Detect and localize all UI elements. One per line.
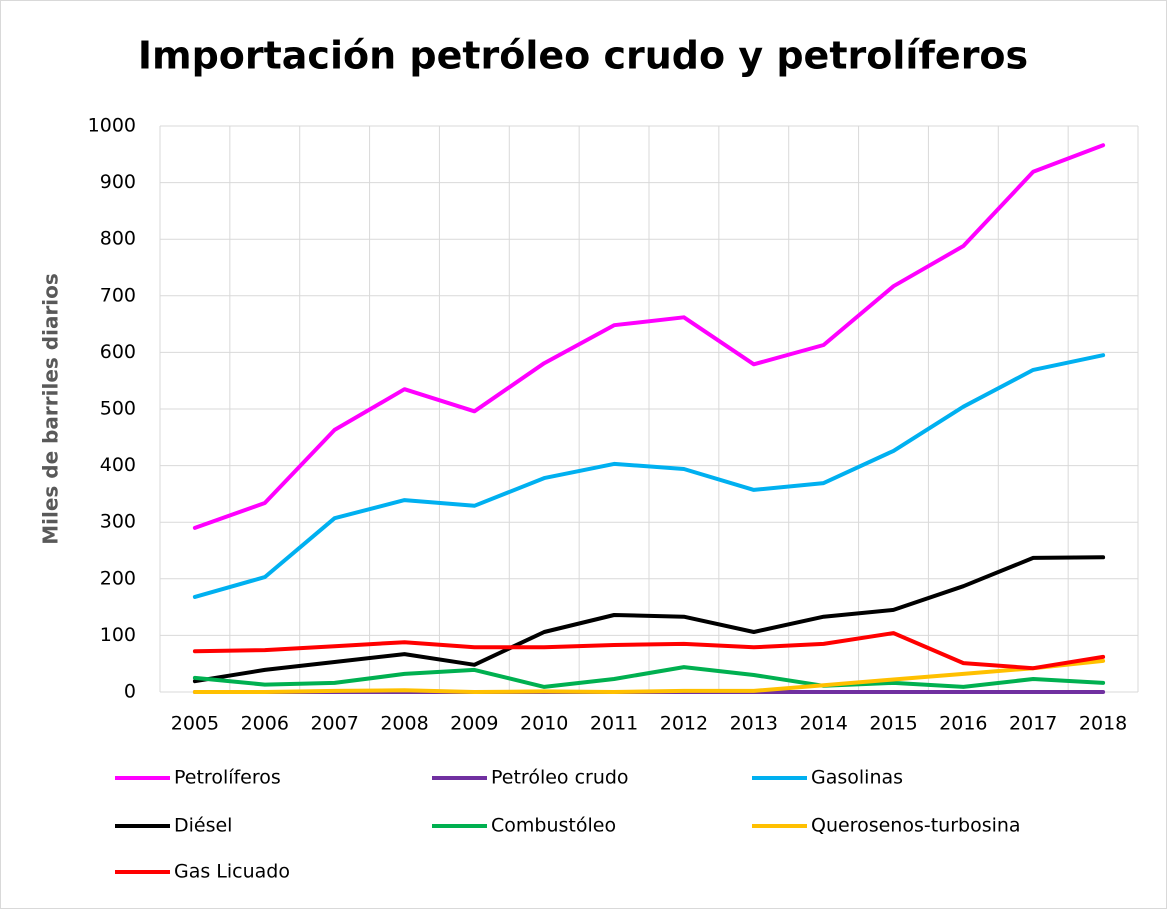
x-tick-label: 2017 (1009, 713, 1057, 735)
y-tick-label: 300 (100, 511, 136, 533)
series-line (192, 658, 1106, 694)
x-tick-label: 2013 (730, 713, 778, 735)
series-line (192, 555, 1106, 684)
series-line (192, 665, 1106, 689)
y-tick-label: 900 (100, 171, 136, 193)
legend-label: Petrolíferos (174, 767, 281, 789)
y-tick-label: 800 (100, 228, 136, 250)
x-tick-label: 2011 (590, 713, 638, 735)
series-line (192, 143, 1106, 530)
x-tick-label: 2018 (1079, 713, 1127, 735)
chart-title: Importación petróleo crudo y petrolífero… (138, 34, 1028, 78)
y-tick-label: 400 (100, 454, 136, 476)
x-tick-label: 2015 (869, 713, 917, 735)
legend-label: Gasolinas (811, 767, 903, 789)
legend-label: Petróleo crudo (491, 767, 629, 789)
x-tick-label: 2009 (450, 713, 498, 735)
legend-label: Gas Licuado (174, 861, 290, 883)
series-line (192, 353, 1106, 599)
x-tick-label: 2005 (171, 713, 219, 735)
x-tick-label: 2012 (660, 713, 708, 735)
y-axis-label: Miles de barriles diarios (39, 273, 63, 545)
y-tick-label: 0 (124, 681, 136, 703)
series-line (192, 631, 1106, 671)
x-tick-label: 2007 (310, 713, 358, 735)
y-tick-label: 100 (100, 624, 136, 646)
x-tick-label: 2016 (939, 713, 987, 735)
x-tick-label: 2008 (380, 713, 428, 735)
x-tick-label: 2014 (799, 713, 847, 735)
x-tick-label: 2010 (520, 713, 568, 735)
y-tick-label: 600 (100, 341, 136, 363)
y-tick-label: 1000 (88, 115, 136, 137)
legend-label: Combustóleo (491, 815, 616, 837)
x-tick-label: 2006 (241, 713, 289, 735)
legend-label: Diésel (174, 815, 232, 837)
y-tick-label: 200 (100, 567, 136, 589)
y-tick-label: 700 (100, 284, 136, 306)
legend-label: Querosenos-turbosina (811, 815, 1021, 837)
y-tick-label: 500 (100, 398, 136, 420)
